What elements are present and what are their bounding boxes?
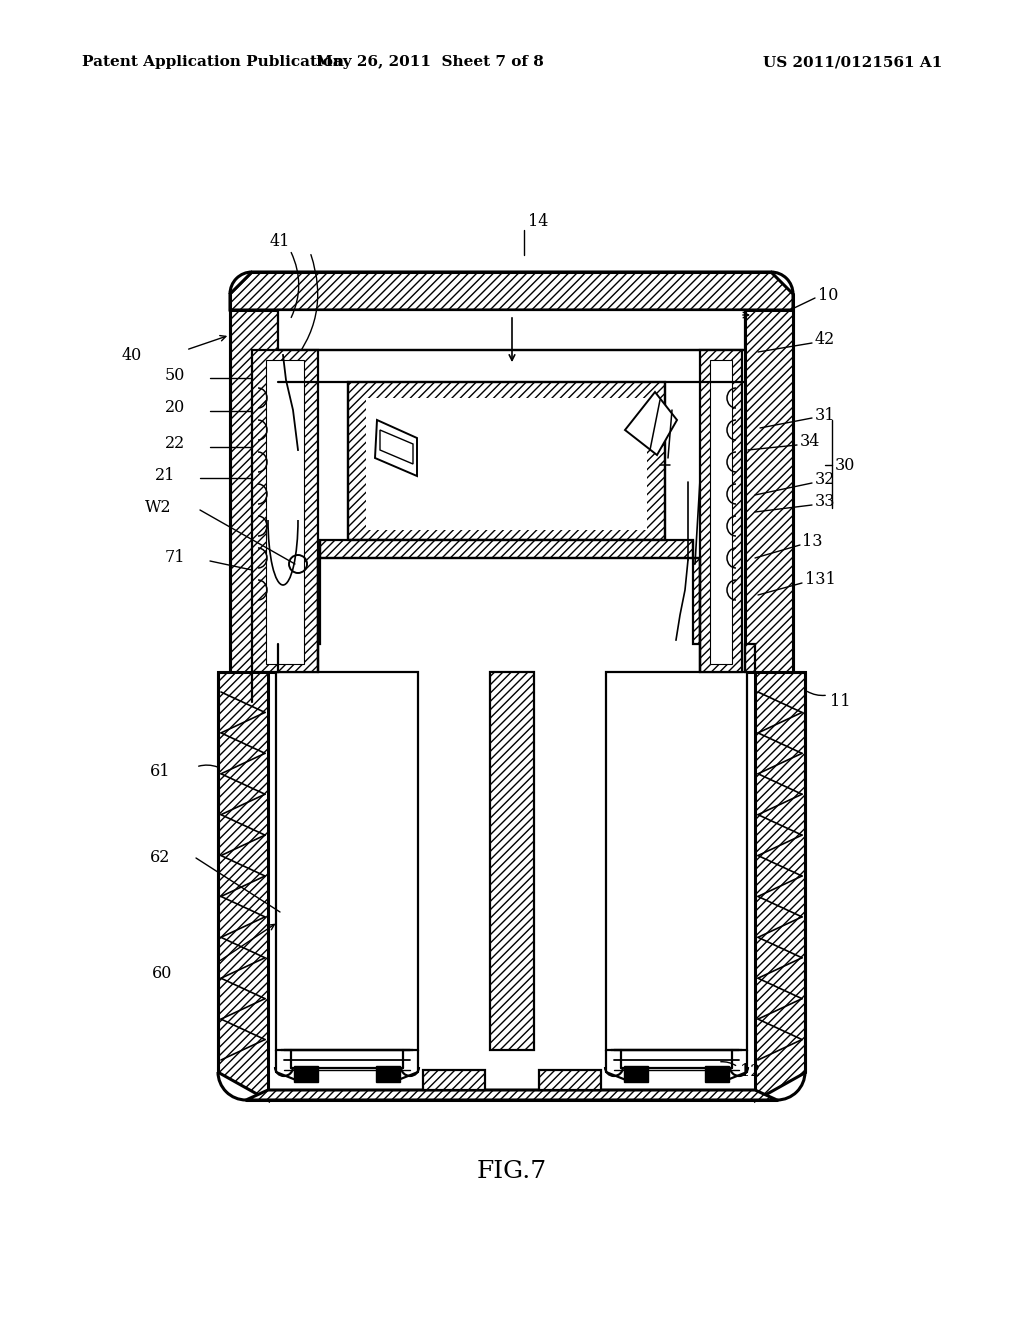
Polygon shape <box>318 558 319 644</box>
Text: FIG.7: FIG.7 <box>477 1160 547 1184</box>
Polygon shape <box>693 558 700 644</box>
Text: 131: 131 <box>805 572 836 589</box>
Text: 41: 41 <box>270 234 291 251</box>
Text: 10: 10 <box>818 286 839 304</box>
Polygon shape <box>705 1067 729 1082</box>
Polygon shape <box>375 420 417 477</box>
Polygon shape <box>366 399 647 531</box>
Polygon shape <box>490 672 534 1049</box>
Text: May 26, 2011  Sheet 7 of 8: May 26, 2011 Sheet 7 of 8 <box>316 55 544 69</box>
Text: Patent Application Publication: Patent Application Publication <box>82 55 344 69</box>
Text: 22: 22 <box>165 436 185 453</box>
Polygon shape <box>539 1071 601 1090</box>
Polygon shape <box>624 1067 648 1082</box>
Polygon shape <box>278 310 745 350</box>
Text: US 2011/0121561 A1: US 2011/0121561 A1 <box>763 55 942 69</box>
Polygon shape <box>268 644 278 672</box>
Polygon shape <box>423 1071 485 1090</box>
Text: 71: 71 <box>165 549 185 566</box>
Polygon shape <box>710 360 732 664</box>
Text: 61: 61 <box>150 763 171 780</box>
Polygon shape <box>625 392 677 455</box>
Polygon shape <box>745 644 755 672</box>
Polygon shape <box>252 350 318 672</box>
Text: 30: 30 <box>835 457 855 474</box>
Polygon shape <box>218 672 268 1100</box>
Text: 13: 13 <box>802 533 822 550</box>
Polygon shape <box>230 310 278 672</box>
Polygon shape <box>700 350 742 672</box>
Text: 11: 11 <box>830 693 851 710</box>
Polygon shape <box>348 381 665 540</box>
Polygon shape <box>376 1067 400 1082</box>
Polygon shape <box>294 1067 318 1082</box>
Text: 31: 31 <box>815 407 836 424</box>
Text: 62: 62 <box>150 850 170 866</box>
Text: 20: 20 <box>165 400 185 417</box>
Text: 33: 33 <box>815 494 836 511</box>
Text: 42: 42 <box>815 331 836 348</box>
Polygon shape <box>755 672 805 1100</box>
Polygon shape <box>606 672 746 1049</box>
Polygon shape <box>319 540 693 558</box>
Text: W2: W2 <box>145 499 172 516</box>
Text: 14: 14 <box>528 214 549 231</box>
Text: 40: 40 <box>122 346 142 363</box>
Polygon shape <box>380 430 413 465</box>
Text: 12: 12 <box>740 1064 761 1081</box>
Text: 32: 32 <box>815 471 836 488</box>
Text: 60: 60 <box>152 965 172 982</box>
Polygon shape <box>246 1090 777 1100</box>
Polygon shape <box>745 310 793 672</box>
Polygon shape <box>276 672 418 1049</box>
Text: 34: 34 <box>800 433 820 450</box>
Polygon shape <box>266 360 304 664</box>
Polygon shape <box>230 272 793 310</box>
Text: 50: 50 <box>165 367 185 384</box>
Text: 21: 21 <box>155 466 175 483</box>
